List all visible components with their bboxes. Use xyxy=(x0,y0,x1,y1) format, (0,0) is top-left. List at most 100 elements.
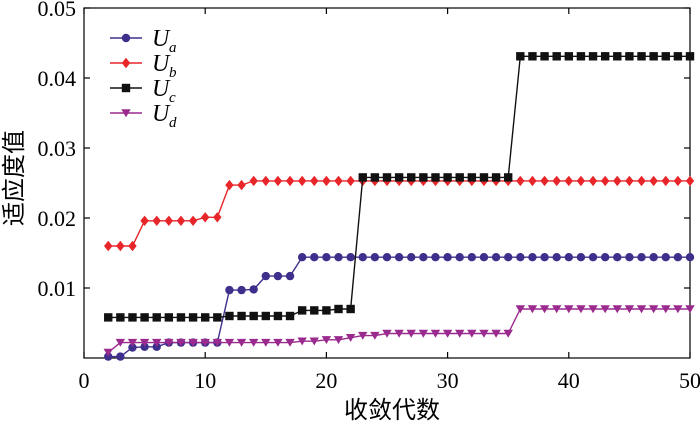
data-point xyxy=(540,52,548,60)
data-point xyxy=(540,176,548,186)
x-tick-label: 0 xyxy=(79,368,90,393)
data-point xyxy=(359,253,367,261)
data-point xyxy=(613,52,621,60)
data-point xyxy=(480,173,488,181)
data-point xyxy=(383,173,391,181)
x-axis-title: 收敛代数 xyxy=(344,396,440,424)
data-point xyxy=(140,313,148,321)
data-point xyxy=(116,241,124,251)
legend-entry-ud: Ud xyxy=(110,101,177,131)
data-point xyxy=(298,253,306,261)
x-tick-label: 40 xyxy=(558,368,580,393)
data-point xyxy=(249,176,257,186)
data-point xyxy=(625,176,633,186)
x-tick-label: 10 xyxy=(194,368,216,393)
data-point xyxy=(346,253,354,261)
data-point xyxy=(674,176,682,186)
data-point xyxy=(468,173,476,181)
data-point xyxy=(601,176,609,186)
data-point xyxy=(686,176,694,186)
series-uc xyxy=(104,52,694,322)
data-point xyxy=(298,176,306,186)
data-point xyxy=(456,173,464,181)
data-point xyxy=(686,253,694,261)
y-tick-label: 0.01 xyxy=(38,276,77,301)
data-point xyxy=(322,176,330,186)
data-point xyxy=(613,176,621,186)
data-point xyxy=(334,253,342,261)
legend-marker xyxy=(122,84,130,92)
data-point xyxy=(189,216,197,226)
data-point xyxy=(140,216,148,226)
data-point xyxy=(225,312,233,320)
data-point xyxy=(128,313,136,321)
data-point xyxy=(310,306,318,314)
data-point xyxy=(346,176,354,186)
data-point xyxy=(237,312,245,320)
data-point xyxy=(213,212,221,222)
data-point xyxy=(407,173,415,181)
data-point xyxy=(225,180,233,190)
data-point xyxy=(371,253,379,261)
series-ub xyxy=(104,176,694,252)
data-point xyxy=(577,52,585,60)
data-point xyxy=(116,352,124,360)
data-point xyxy=(274,176,282,186)
data-point xyxy=(686,52,694,60)
data-point xyxy=(104,313,112,321)
legend-marker xyxy=(122,34,130,42)
data-point xyxy=(649,253,657,261)
legend-subscript: b xyxy=(169,65,177,81)
x-tick-label: 20 xyxy=(315,368,337,393)
data-point xyxy=(322,306,330,314)
data-point xyxy=(552,253,560,261)
y-tick-label: 0.03 xyxy=(38,136,77,161)
data-point xyxy=(395,253,403,261)
data-point xyxy=(456,253,464,261)
data-point xyxy=(104,241,112,251)
data-point xyxy=(625,52,633,60)
data-point xyxy=(419,173,427,181)
data-point xyxy=(165,313,173,321)
data-point xyxy=(577,253,585,261)
data-point xyxy=(334,176,342,186)
data-point xyxy=(153,216,161,226)
data-point xyxy=(504,253,512,261)
data-point xyxy=(116,313,124,321)
data-point xyxy=(577,176,585,186)
data-point xyxy=(225,286,233,294)
data-point xyxy=(589,176,597,186)
data-point xyxy=(528,176,536,186)
data-point xyxy=(492,173,500,181)
data-point xyxy=(516,253,524,261)
data-point xyxy=(443,253,451,261)
data-point xyxy=(298,306,306,314)
series-uc-line xyxy=(108,56,690,317)
series-ud xyxy=(104,305,695,356)
data-point xyxy=(322,253,330,261)
data-point xyxy=(274,272,282,280)
y-axis-title: 适应度值 xyxy=(0,130,28,226)
y-tick-label: 0.04 xyxy=(38,66,77,91)
x-tick-label: 50 xyxy=(679,368,700,393)
data-point xyxy=(431,253,439,261)
data-point xyxy=(310,176,318,186)
data-point xyxy=(262,176,270,186)
data-point xyxy=(516,176,524,186)
data-point xyxy=(565,176,573,186)
data-point xyxy=(662,52,670,60)
legend-subscript: c xyxy=(169,90,176,106)
data-point xyxy=(189,313,197,321)
data-point xyxy=(528,52,536,60)
data-point xyxy=(589,52,597,60)
data-point xyxy=(249,312,257,320)
data-point xyxy=(237,180,245,190)
data-point xyxy=(407,253,415,261)
data-point xyxy=(262,272,270,280)
data-point xyxy=(625,253,633,261)
legend-subscript: a xyxy=(169,40,177,56)
series-ub-line xyxy=(108,181,690,246)
data-point xyxy=(310,253,318,261)
data-point xyxy=(431,173,439,181)
data-point xyxy=(371,173,379,181)
